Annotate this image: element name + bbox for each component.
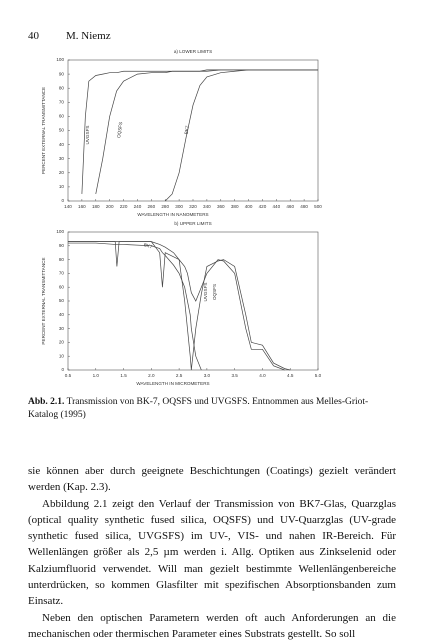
x-tick-label: 300 bbox=[175, 204, 183, 209]
series-label: OQSFS bbox=[116, 122, 123, 139]
y-tick-label: 40 bbox=[59, 312, 65, 317]
paragraph: Abbildung 2.1 zeigt den Verlauf der Tran… bbox=[28, 497, 396, 608]
x-tick-label: 200 bbox=[106, 204, 114, 209]
chart-title: a) LOWER LIMITS bbox=[174, 49, 212, 54]
y-tick-label: 70 bbox=[59, 271, 65, 276]
y-tick-label: 100 bbox=[56, 57, 64, 62]
x-tick-label: 1.0 bbox=[93, 373, 100, 378]
y-tick-label: 60 bbox=[59, 284, 65, 289]
series-line bbox=[68, 242, 202, 371]
x-tick-label: 3.0 bbox=[204, 373, 211, 378]
chart-title: b) UPPER LIMITS bbox=[174, 221, 211, 226]
caption-label: Abb. 2.1. bbox=[28, 397, 65, 407]
x-tick-label: 340 bbox=[203, 204, 211, 209]
x-tick-label: 460 bbox=[286, 204, 294, 209]
x-tick-label: 4.5 bbox=[287, 373, 294, 378]
y-tick-label: 10 bbox=[59, 184, 65, 189]
y-axis-label: PERCENT EXTERNAL TRANSMITTANCE bbox=[41, 257, 46, 344]
caption-text: Transmission von BK-7, OQSFS und UVGSFS.… bbox=[28, 397, 369, 420]
y-tick-label: 90 bbox=[59, 71, 65, 76]
x-tick-label: 500 bbox=[314, 204, 322, 209]
x-tick-label: 240 bbox=[134, 204, 142, 209]
x-tick-label: 2.0 bbox=[148, 373, 155, 378]
body-text: sie können aber durch geeignete Beschich… bbox=[28, 463, 396, 642]
x-tick-label: 380 bbox=[231, 204, 239, 209]
figure: a) LOWER LIMITS0102030405060708090100140… bbox=[41, 49, 322, 386]
series-label: UVGSFS bbox=[85, 126, 90, 145]
paragraph: sie können aber durch geeignete Beschich… bbox=[28, 465, 396, 494]
x-tick-label: 440 bbox=[272, 204, 280, 209]
series-label: BK7 bbox=[143, 242, 153, 250]
x-tick-label: 360 bbox=[217, 204, 225, 209]
series-label: OQSFS bbox=[212, 284, 217, 300]
y-tick-label: 0 bbox=[61, 367, 64, 372]
plot-frame bbox=[67, 59, 319, 202]
caption: Abb. 2.1. Transmission von BK-7, OQSFS u… bbox=[28, 396, 396, 422]
y-tick-label: 40 bbox=[59, 142, 65, 147]
y-tick-label: 50 bbox=[59, 298, 65, 303]
page-number: 40 bbox=[28, 30, 39, 42]
y-tick-label: 100 bbox=[56, 229, 64, 234]
series-label: UVGSFS bbox=[203, 283, 208, 302]
y-tick-label: 80 bbox=[59, 85, 65, 90]
x-axis-label: WAVELENGTH IN MICROMETERS bbox=[136, 381, 209, 386]
series-line bbox=[68, 241, 291, 371]
x-tick-label: 480 bbox=[300, 204, 308, 209]
x-tick-label: 160 bbox=[78, 204, 86, 209]
paragraph: Neben den optischen Parametern werden of… bbox=[28, 611, 396, 640]
running-head: M. Niemz bbox=[66, 30, 111, 42]
series-label: BK7 bbox=[184, 125, 191, 135]
x-tick-label: 180 bbox=[92, 204, 100, 209]
y-tick-label: 10 bbox=[59, 353, 65, 358]
y-tick-label: 20 bbox=[59, 340, 65, 345]
y-tick-label: 30 bbox=[59, 326, 65, 331]
series-line bbox=[68, 241, 285, 371]
y-tick-label: 70 bbox=[59, 100, 65, 105]
x-tick-label: 260 bbox=[147, 204, 155, 209]
x-tick-label: 5.0 bbox=[315, 373, 322, 378]
x-tick-label: 220 bbox=[120, 204, 128, 209]
y-axis-label: PERCENT EXTERNAL TRANSMITTANCE bbox=[41, 87, 46, 174]
y-tick-label: 30 bbox=[59, 156, 65, 161]
y-tick-label: 50 bbox=[59, 128, 65, 133]
x-axis-label: WAVELENGTH IN NANOMETERS bbox=[137, 212, 208, 217]
plot-frame bbox=[67, 231, 319, 371]
x-tick-label: 4.0 bbox=[259, 373, 266, 378]
x-tick-label: 3.5 bbox=[231, 373, 238, 378]
x-tick-label: 1.5 bbox=[120, 373, 127, 378]
x-tick-label: 2.5 bbox=[176, 373, 183, 378]
x-tick-label: 280 bbox=[161, 204, 169, 209]
x-tick-label: 400 bbox=[245, 204, 253, 209]
y-tick-label: 60 bbox=[59, 114, 65, 119]
y-tick-label: 80 bbox=[59, 257, 65, 262]
x-tick-label: 0.5 bbox=[65, 373, 72, 378]
series-line bbox=[95, 69, 318, 195]
y-tick-label: 90 bbox=[59, 243, 65, 248]
series-line bbox=[164, 69, 318, 202]
x-tick-label: 420 bbox=[259, 204, 267, 209]
y-tick-label: 20 bbox=[59, 170, 65, 175]
x-tick-label: 140 bbox=[64, 204, 72, 209]
x-tick-label: 320 bbox=[189, 204, 197, 209]
y-tick-label: 0 bbox=[61, 198, 64, 203]
